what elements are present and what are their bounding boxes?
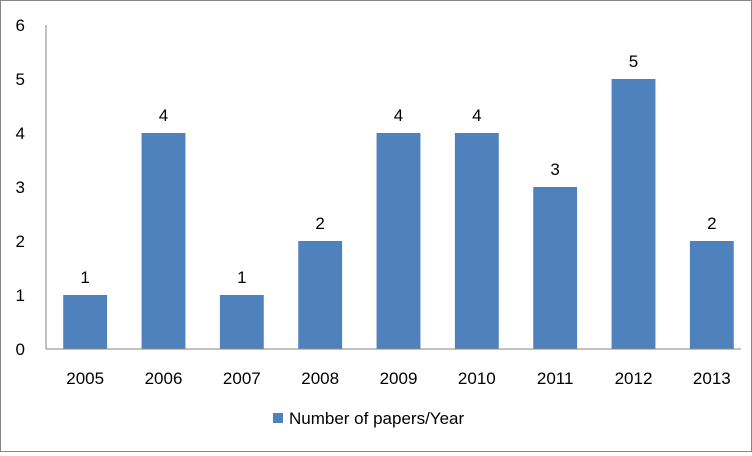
x-axis-tick-labels: 2005 2006 2007 2008 2009 2010 2011 2012 2013 — [66, 369, 730, 388]
x-tick-label-2006: 2006 — [145, 369, 183, 388]
legend: Number of papers/Year — [273, 409, 464, 428]
data-label-2009: 4 — [394, 106, 403, 125]
bar-2011 — [533, 187, 578, 349]
bar-2008 — [298, 241, 343, 349]
x-tick-label-2011: 2011 — [537, 369, 574, 388]
bar-2010 — [454, 133, 499, 349]
x-tick-label-2012: 2012 — [615, 369, 653, 388]
bar-2013 — [689, 241, 734, 349]
y-tick-label: 6 — [16, 16, 25, 35]
x-tick-label-2008: 2008 — [301, 369, 339, 388]
x-tick-label-2010: 2010 — [458, 369, 496, 388]
data-label-2007: 1 — [237, 268, 246, 287]
y-tick-label: 5 — [16, 70, 25, 89]
y-tick-label: 1 — [16, 286, 25, 305]
data-label-2010: 4 — [472, 106, 481, 125]
data-label-2008: 2 — [315, 214, 324, 233]
data-label-2013: 2 — [707, 214, 716, 233]
y-tick-label: 4 — [16, 124, 25, 143]
data-labels: 1 4 1 2 4 4 3 5 2 — [80, 52, 716, 287]
data-label-2006: 4 — [159, 106, 168, 125]
data-label-2012: 5 — [629, 52, 638, 71]
y-axis-tick-labels: 0 1 2 3 4 5 6 — [16, 16, 25, 359]
bars — [63, 79, 734, 349]
bar-2005 — [63, 295, 108, 349]
y-tick-label: 2 — [16, 232, 25, 251]
y-tick-label: 0 — [16, 340, 25, 359]
x-tick-label-2007: 2007 — [223, 369, 261, 388]
legend-swatch — [273, 413, 283, 423]
x-tick-label-2005: 2005 — [66, 369, 104, 388]
bar-2009 — [376, 133, 421, 349]
y-tick-label: 3 — [16, 178, 25, 197]
bar-2007 — [219, 295, 264, 349]
x-tick-label-2009: 2009 — [380, 369, 418, 388]
bar-2006 — [141, 133, 186, 349]
x-tick-label-2013: 2013 — [693, 369, 731, 388]
bar-2012 — [611, 79, 656, 349]
data-label-2011: 3 — [550, 160, 559, 179]
data-label-2005: 1 — [80, 268, 89, 287]
legend-label: Number of papers/Year — [289, 409, 464, 428]
